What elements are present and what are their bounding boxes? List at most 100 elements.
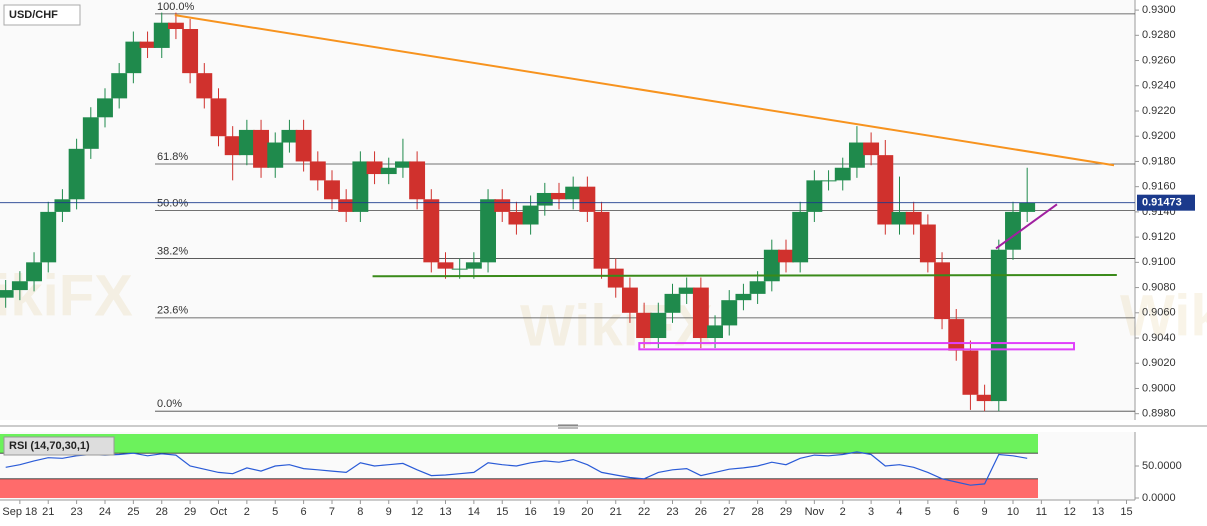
- candle-body: [1005, 211, 1021, 250]
- candle-body: [437, 262, 454, 269]
- fib-label: 23.6%: [157, 305, 188, 317]
- candle-body: [806, 180, 823, 212]
- x-tick-label: 23: [666, 506, 678, 518]
- candle-body: [352, 161, 369, 212]
- x-tick-label: 21: [610, 506, 622, 518]
- candle-body: [309, 161, 326, 181]
- x-tick-label: 6: [953, 506, 959, 518]
- symbol-box: [3, 4, 81, 26]
- candle-body: [82, 117, 99, 149]
- candle-body: [423, 199, 440, 263]
- trendline: [995, 203, 1058, 250]
- candle-body: [111, 73, 128, 99]
- candle-body: [735, 293, 752, 301]
- fib-label: 0.0%: [157, 398, 182, 410]
- x-tick-label: 19: [553, 506, 565, 518]
- candle-body: [54, 199, 71, 212]
- candle-body: [593, 211, 610, 269]
- indicator-title: RSI (14,70,30,1): [9, 440, 90, 452]
- watermark: WikiFX: [520, 293, 713, 358]
- candle-body: [749, 281, 766, 294]
- x-tick-label: 29: [184, 506, 196, 518]
- last-price-label: 0.91473: [1142, 197, 1182, 209]
- rsi-line: [5, 451, 1028, 486]
- x-tick-label: 11: [1036, 506, 1047, 518]
- x-tick-label: 9: [982, 506, 988, 518]
- overbought-band: [0, 434, 1038, 454]
- y-tick-label: 0.9180: [1142, 155, 1176, 167]
- candle-body: [238, 129, 255, 156]
- candle-body: [125, 41, 142, 74]
- trendline: [372, 273, 1117, 278]
- candle-body: [763, 249, 780, 282]
- x-tick-label: 12: [411, 506, 423, 518]
- candle-body: [380, 167, 397, 175]
- y-tick-label: 0.9220: [1142, 105, 1176, 117]
- x-tick-label: 26: [695, 506, 707, 518]
- candle-body: [26, 262, 42, 282]
- y-tick-label: 0.9280: [1142, 29, 1176, 41]
- x-tick-label: 13: [1092, 506, 1104, 518]
- candle-body: [366, 161, 383, 175]
- y-tick-label: 0.0000: [1142, 492, 1176, 504]
- y-tick-label: 0.9040: [1142, 332, 1176, 344]
- candle-body: [451, 268, 468, 270]
- x-tick-label: 20: [581, 506, 593, 518]
- candle-body: [707, 325, 723, 339]
- chart-title: USD/CHF: [9, 9, 58, 21]
- candle-body: [834, 167, 851, 181]
- separator-handle: [558, 424, 578, 429]
- candle-body: [167, 22, 184, 30]
- x-tick-label: 21: [42, 506, 54, 518]
- watermark: WikiFX: [0, 263, 133, 328]
- x-tick-label: 16: [524, 506, 536, 518]
- fib-label: 38.2%: [157, 245, 188, 257]
- candle-body: [778, 249, 794, 263]
- candle-body: [905, 211, 922, 225]
- x-tick-label: 4: [896, 506, 902, 518]
- x-tick-label: 3: [868, 506, 874, 518]
- candle-body: [210, 98, 227, 137]
- fib-label: 100.0%: [157, 1, 195, 13]
- candle-body: [522, 205, 539, 225]
- candle-body: [253, 129, 269, 168]
- candle-body: [792, 211, 809, 263]
- y-tick-label: 0.9260: [1142, 54, 1176, 66]
- candle-body: [891, 211, 908, 225]
- candle-body: [394, 161, 411, 168]
- x-tick-label: 12: [1064, 506, 1076, 518]
- x-tick-label: 5: [925, 506, 931, 518]
- x-tick-label: 22: [638, 506, 650, 518]
- trendline: [174, 14, 1115, 167]
- candle-body: [990, 249, 1007, 402]
- candle-body: [508, 211, 525, 225]
- x-tick-label: 28: [156, 506, 168, 518]
- x-tick-label: 24: [99, 506, 111, 518]
- candle-body: [0, 290, 14, 298]
- candle-body: [465, 262, 482, 269]
- indicator-box: [3, 436, 115, 456]
- candle-body: [664, 293, 681, 313]
- x-tick-label: 10: [1007, 506, 1019, 518]
- x-tick-label: 14: [468, 506, 480, 518]
- candle-body: [962, 350, 979, 395]
- candle-body: [636, 312, 653, 339]
- y-tick-label: 0.9200: [1142, 130, 1176, 142]
- x-tick-label: 15: [496, 506, 508, 518]
- fib-label: 61.8%: [157, 151, 188, 163]
- candle-body: [480, 199, 496, 263]
- candle-body: [820, 180, 837, 182]
- candle-body: [295, 129, 312, 162]
- candle-body: [551, 192, 567, 200]
- x-tick-label: 29: [780, 506, 792, 518]
- candle-body: [948, 319, 965, 351]
- candle-body: [196, 73, 213, 99]
- candle-body: [182, 29, 199, 74]
- candle-body: [11, 281, 28, 291]
- x-tick-label: 28: [751, 506, 763, 518]
- candle-body: [565, 186, 582, 200]
- y-tick-label: 0.9000: [1142, 382, 1176, 394]
- candle-body: [692, 287, 709, 339]
- x-tick-label: Oct: [210, 506, 227, 518]
- y-tick-label: 0.9080: [1142, 281, 1176, 293]
